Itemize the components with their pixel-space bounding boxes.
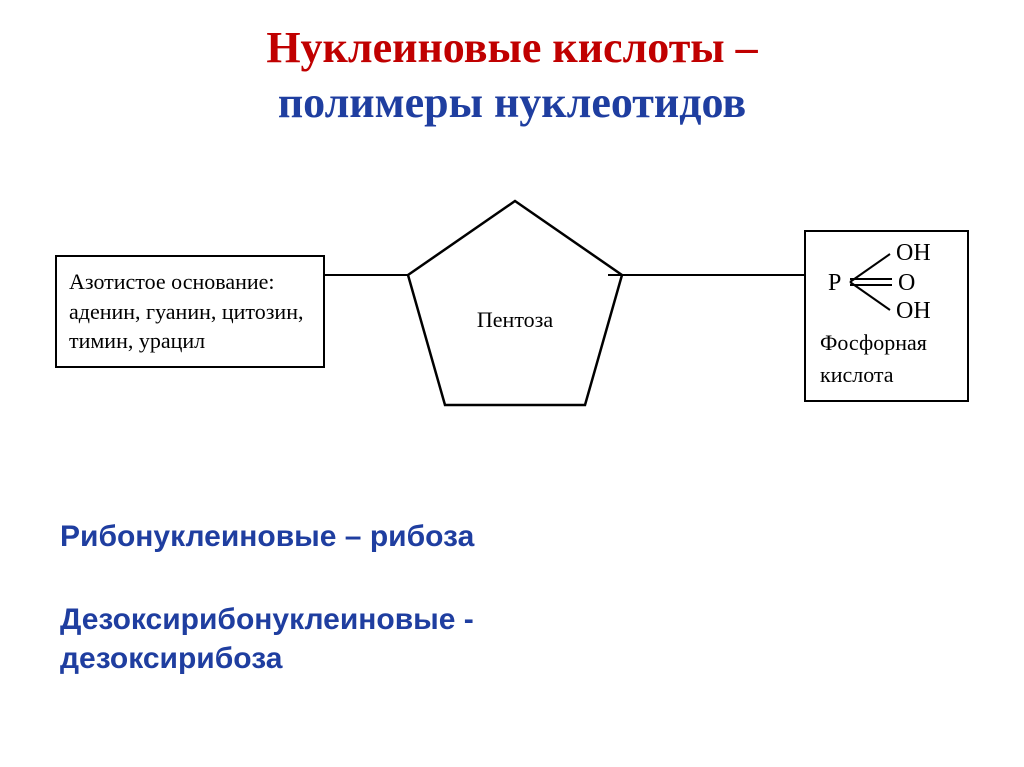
pentose-label: Пентоза xyxy=(400,307,630,333)
phosphate-box: P OH O OH Фосфорная кислота xyxy=(804,230,969,402)
connector-right xyxy=(608,274,804,276)
base-line-2: аденин, гуанин, цитозин, xyxy=(69,297,311,327)
title-line-2: полимеры нуклеотидов xyxy=(0,75,1024,130)
pentose-shape: Пентоза xyxy=(400,195,630,425)
o-mid: O xyxy=(898,270,915,296)
title-line-1: Нуклеиновые кислоты – xyxy=(0,20,1024,75)
phosphate-label-2: кислота xyxy=(820,360,953,390)
oh-top: OH xyxy=(896,242,931,266)
oh-bot: OH xyxy=(896,298,931,320)
base-line-1: Азотистое основание: xyxy=(69,267,311,297)
nucleotide-diagram: Азотистое основание: аденин, гуанин, цит… xyxy=(0,170,1024,460)
nitrogenous-base-box: Азотистое основание: аденин, гуанин, цит… xyxy=(55,255,325,368)
deoxyribonucleic-line: Дезоксирибонуклеиновые - дезоксирибоза xyxy=(60,600,474,678)
phosphate-formula-icon: P OH O OH xyxy=(820,242,950,320)
svg-text:P: P xyxy=(828,270,841,296)
slide-title: Нуклеиновые кислоты – полимеры нуклеотид… xyxy=(0,0,1024,130)
deoxy-line-a: Дезоксирибонуклеиновые - xyxy=(60,600,474,639)
base-line-3: тимин, урацил xyxy=(69,326,311,356)
phosphate-label-1: Фосфорная xyxy=(820,328,953,358)
deoxy-line-b: дезоксирибоза xyxy=(60,639,474,678)
ribonucleic-line: Рибонуклеиновые – рибоза xyxy=(60,520,474,554)
slide: Нуклеиновые кислоты – полимеры нуклеотид… xyxy=(0,0,1024,767)
phosphate-formula: P OH O OH xyxy=(820,242,953,326)
